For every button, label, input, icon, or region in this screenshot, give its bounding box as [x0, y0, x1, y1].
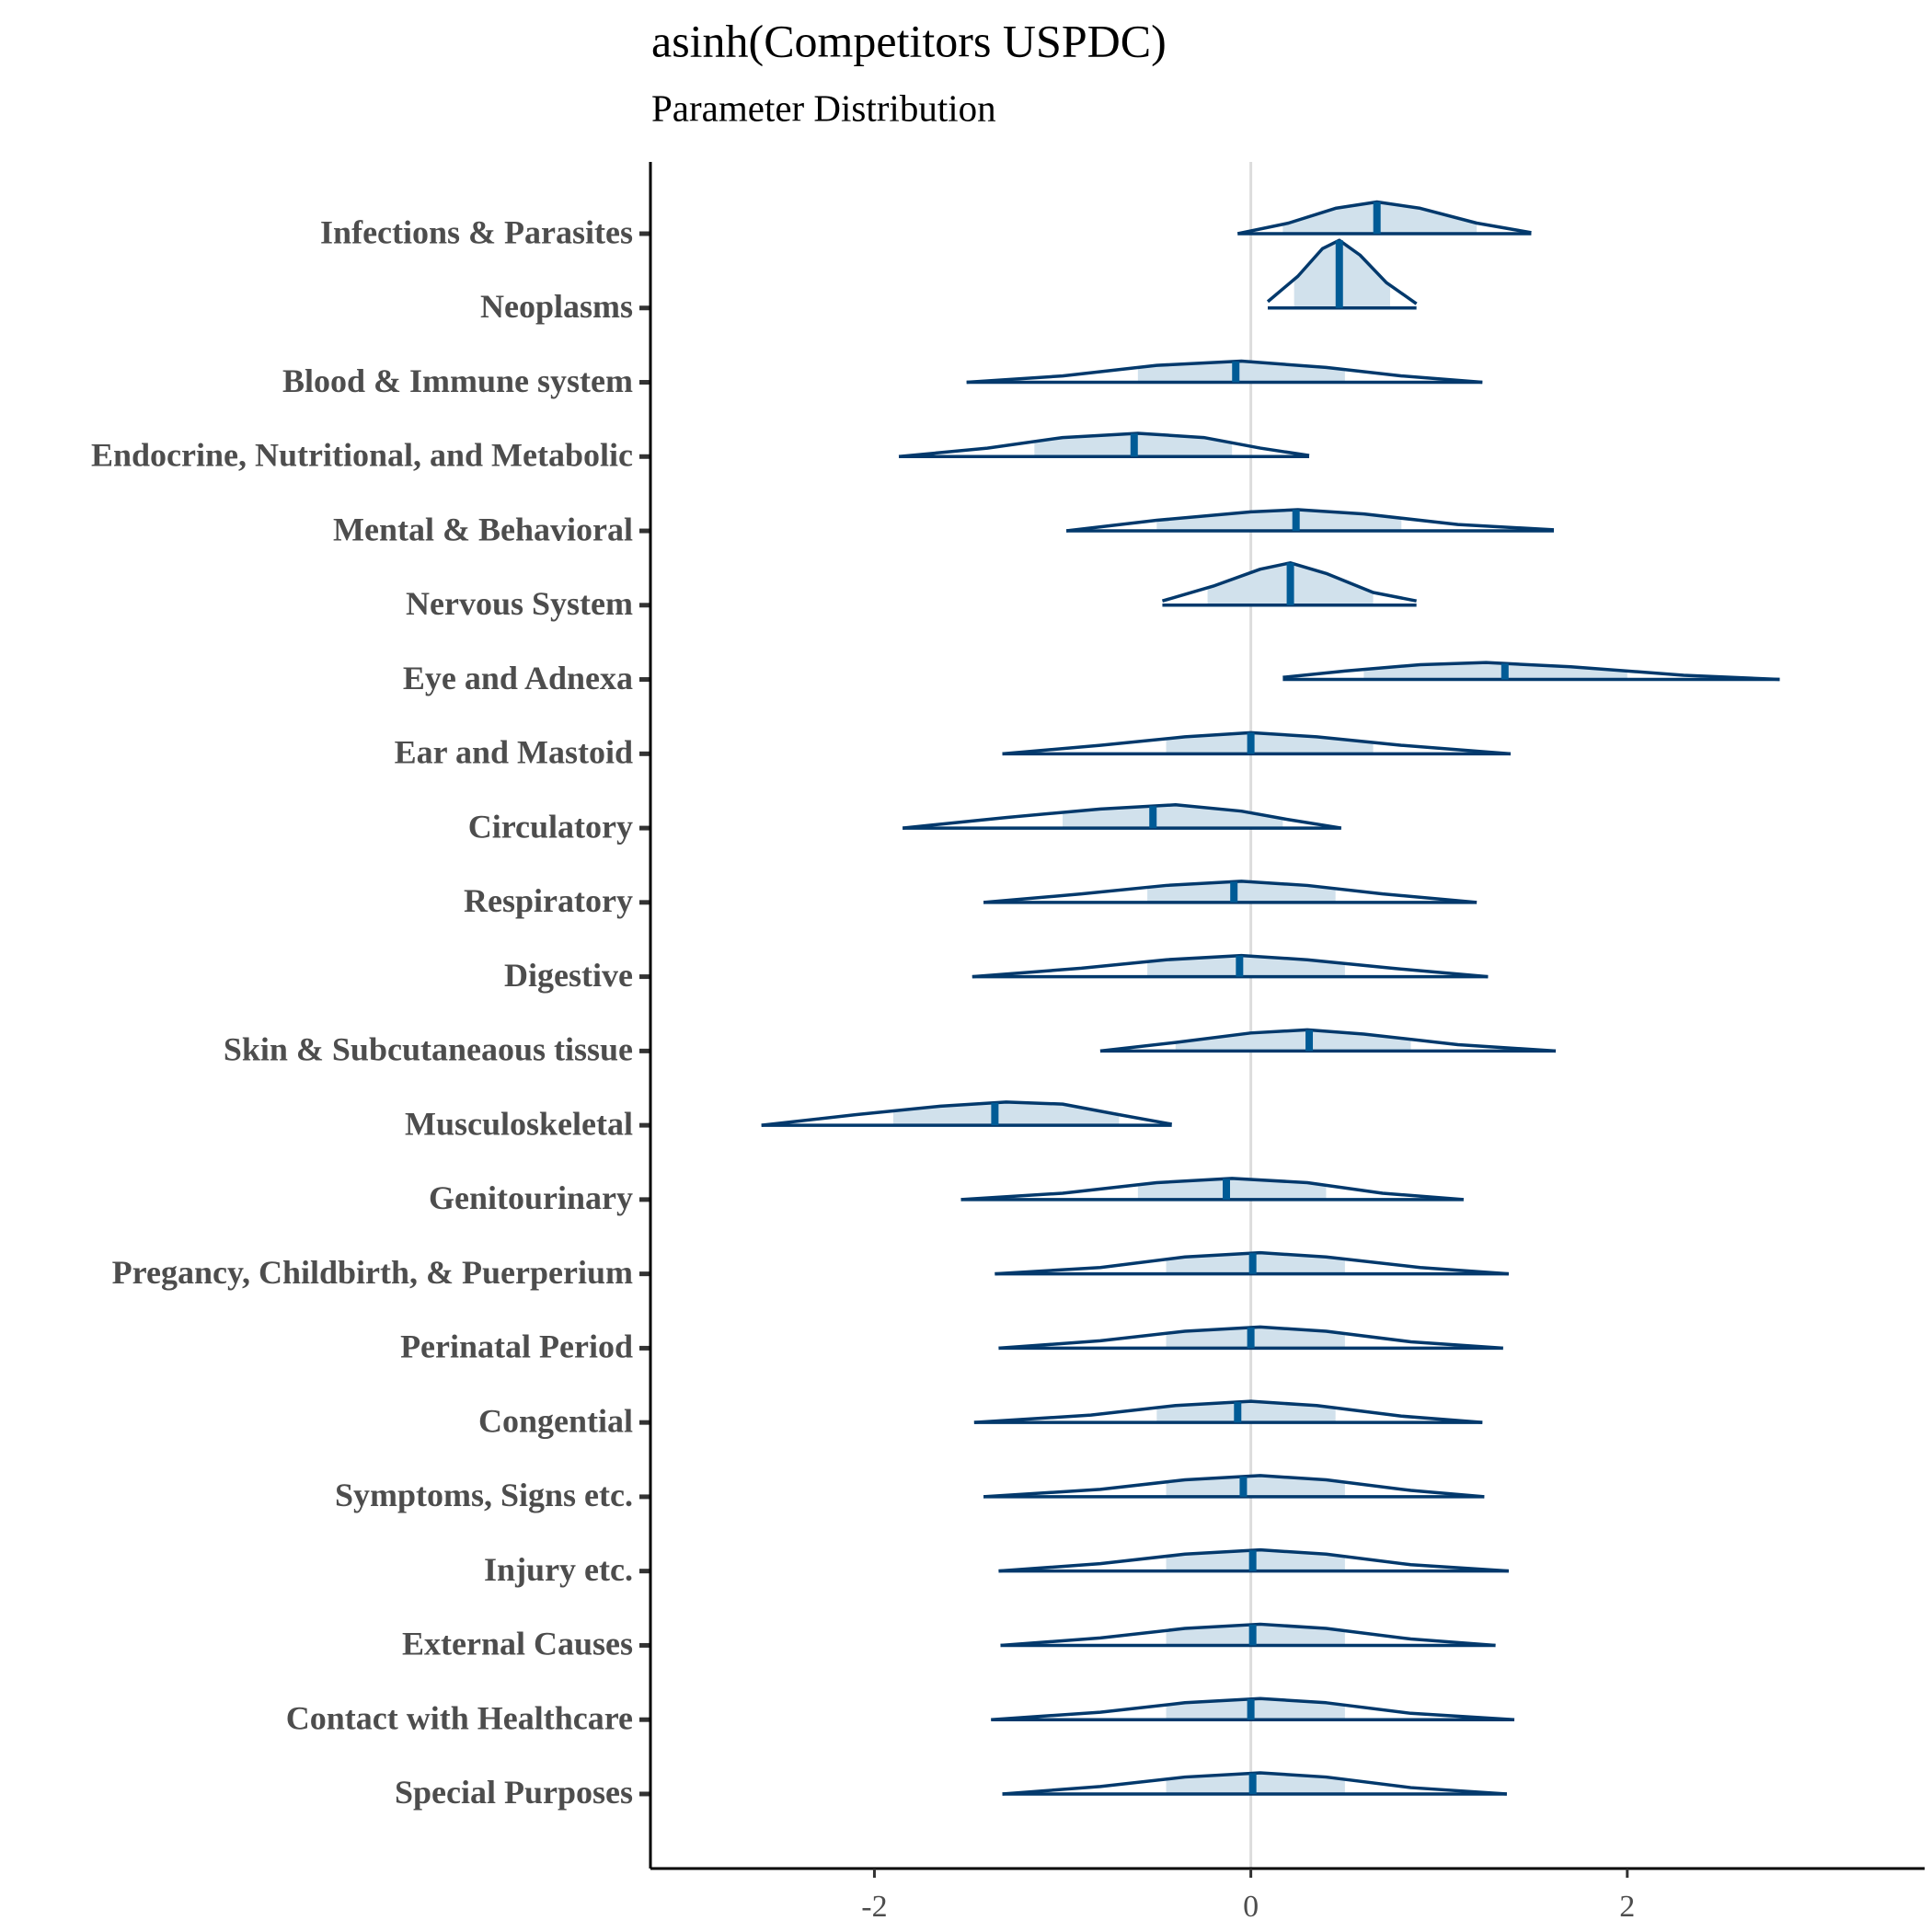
- density-curve: [998, 1547, 1509, 1573]
- density-curve: [973, 1399, 1483, 1424]
- y-tick-label: Injury etc.: [484, 1551, 633, 1588]
- interval-area: [1166, 1698, 1345, 1720]
- y-tick-label: Infections & Parasites: [320, 213, 633, 250]
- y-tick-label: External Causes: [402, 1626, 633, 1662]
- y-tick-label: Congential: [478, 1402, 633, 1439]
- y-tick-label: Ear and Mastoid: [395, 734, 633, 771]
- interval-area: [1175, 1029, 1411, 1052]
- density-curve: [960, 1177, 1464, 1202]
- density-curve: [998, 1325, 1503, 1351]
- y-tick-label: Digestive: [504, 957, 633, 994]
- density-curve: [898, 431, 1310, 459]
- interval-area: [1147, 880, 1336, 903]
- density-curve: [1065, 508, 1555, 533]
- density-curve: [983, 880, 1478, 904]
- y-tick-label: Nervous System: [406, 585, 633, 622]
- density-curve: [991, 1696, 1515, 1721]
- y-tick-label: Blood & Immune system: [282, 362, 633, 399]
- y-tick-label: Symptoms, Signs etc.: [335, 1477, 633, 1513]
- interval-area: [1166, 1327, 1345, 1349]
- density-curve: [1099, 1028, 1557, 1053]
- density-curve: [983, 1474, 1485, 1499]
- y-tick-label: Circulatory: [468, 808, 633, 845]
- density-curve: [966, 359, 1483, 385]
- density-curve: [761, 1100, 1172, 1127]
- density-curve: [1282, 661, 1780, 682]
- interval-area: [1156, 1401, 1336, 1423]
- x-tick-label: 0: [1243, 1890, 1259, 1924]
- density-curve: [972, 953, 1489, 979]
- interval-area: [892, 1101, 1120, 1126]
- interval-area: [1137, 1178, 1327, 1200]
- y-tick-label: Genitourinary: [429, 1179, 633, 1216]
- chart-title: asinh(Competitors USPDC): [651, 15, 1167, 66]
- y-tick-label: Pregancy, Childbirth, & Puerperium: [112, 1254, 633, 1291]
- density-curve: [1002, 1771, 1507, 1796]
- density-curve: [902, 803, 1342, 830]
- y-tick-label: Musculoskeletal: [405, 1105, 633, 1142]
- chart-subtitle: Parameter Distribution: [651, 86, 996, 129]
- density-curve: [995, 1250, 1510, 1276]
- density-curve: [1000, 1622, 1496, 1648]
- y-tick-label: Skin & Subcutaneaous tissue: [224, 1031, 633, 1068]
- y-tick-label: Perinatal Period: [400, 1328, 633, 1365]
- interval-area: [1147, 955, 1345, 977]
- x-tick-label: -2: [861, 1890, 887, 1924]
- y-tick-label: Special Purposes: [395, 1774, 633, 1811]
- y-tick-label: Mental & Behavioral: [333, 511, 633, 547]
- y-tick-label: Respiratory: [464, 882, 633, 919]
- y-tick-label: Endocrine, Nutritional, and Metabolic: [91, 437, 633, 474]
- interval-area: [1166, 1475, 1345, 1497]
- y-tick-label: Contact with Healthcare: [286, 1699, 633, 1736]
- y-tick-label: Eye and Adnexa: [403, 660, 633, 696]
- x-tick-label: 2: [1619, 1890, 1635, 1924]
- y-tick-label: Neoplasms: [480, 288, 633, 325]
